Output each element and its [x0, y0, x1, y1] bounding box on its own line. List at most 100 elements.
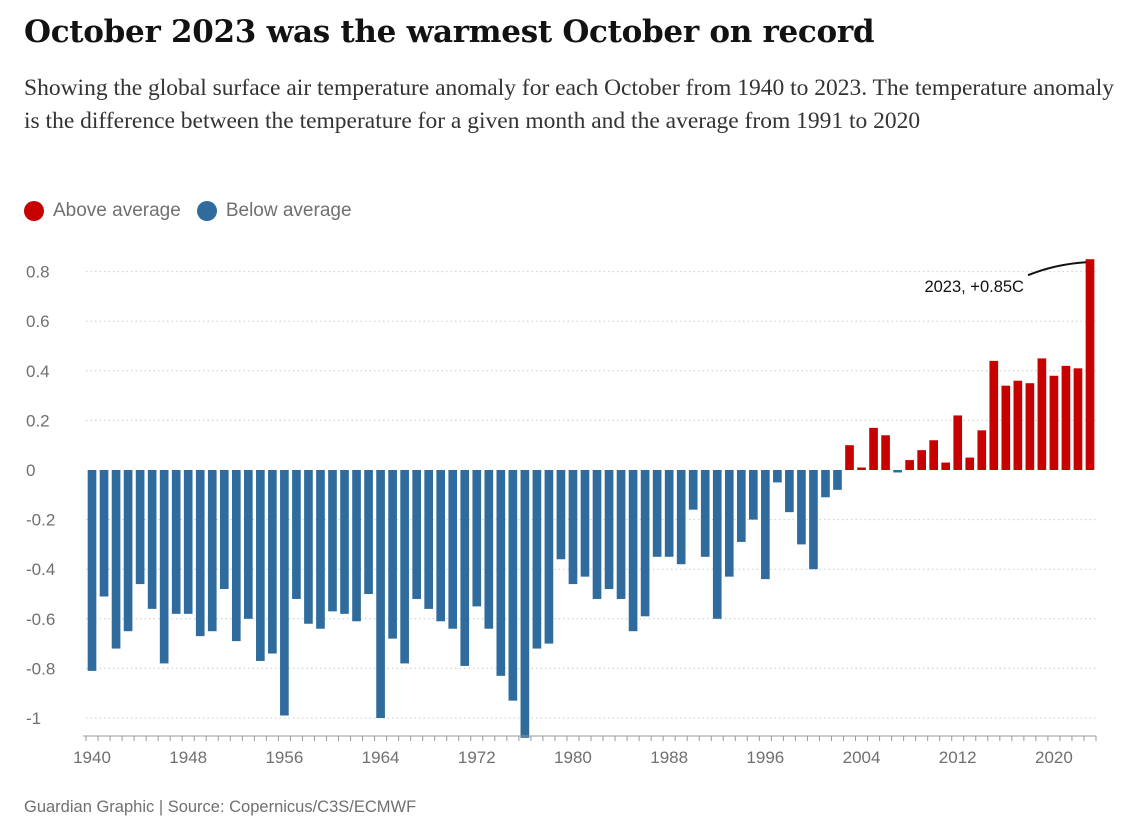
bar [616, 470, 626, 599]
bar [965, 457, 975, 470]
y-tick-label: 0.6 [26, 312, 50, 331]
annotation: 2023, +0.85C [924, 261, 1087, 296]
bar [989, 360, 999, 470]
bar [809, 470, 818, 570]
annotation-label: 2023, +0.85C [924, 278, 1024, 296]
bar [231, 470, 241, 642]
bar [1037, 358, 1047, 470]
bar [773, 470, 782, 483]
bar [821, 470, 830, 498]
bar [941, 462, 951, 470]
y-tick-label: 0.8 [26, 263, 50, 282]
bar [460, 470, 470, 666]
y-tick-label: -0.4 [26, 560, 55, 579]
bar [207, 470, 217, 632]
bar [256, 470, 265, 661]
bar [159, 470, 169, 664]
bar [580, 470, 590, 577]
bar [556, 470, 566, 560]
y-tick-label: -0.2 [26, 511, 55, 530]
bar [484, 470, 494, 629]
grid-lines [86, 271, 1096, 719]
bar [1085, 259, 1095, 470]
bar [328, 470, 337, 612]
bar [111, 470, 121, 649]
y-tick-label: 0 [26, 461, 35, 480]
bar [628, 470, 638, 632]
bar [833, 470, 842, 490]
legend-swatch-above [24, 201, 44, 221]
bar [640, 470, 650, 617]
bar [243, 470, 253, 619]
bar [785, 470, 794, 513]
chart-title: October 2023 was the warmest October on … [24, 14, 875, 50]
legend-item-above: Above average [24, 200, 181, 222]
bar [568, 470, 578, 585]
legend-item-below: Below average [196, 200, 352, 222]
bar [472, 470, 482, 607]
x-tick-label: 1940 [73, 748, 111, 767]
x-tick-label: 1996 [746, 748, 784, 767]
y-tick-label: 0.4 [26, 362, 50, 381]
bar [400, 470, 409, 664]
x-tick-label: 1988 [650, 748, 688, 767]
y-tick-label: -0.6 [26, 610, 55, 629]
bar [304, 470, 313, 624]
bar [1061, 365, 1071, 470]
x-tick-label: 2012 [939, 748, 977, 767]
bar [857, 467, 866, 470]
x-tick-label: 2004 [843, 748, 881, 767]
bar [736, 470, 746, 542]
legend-label-above: Above average [53, 200, 181, 221]
x-tick-label: 1980 [554, 748, 592, 767]
bar [219, 470, 229, 590]
bar [496, 470, 506, 676]
chart-subtitle: Showing the global surface air temperatu… [24, 75, 1114, 134]
bar [761, 470, 770, 580]
bar [797, 470, 806, 545]
bar [929, 440, 939, 470]
bar [316, 470, 325, 629]
bar [664, 470, 674, 557]
x-tick-label: 1964 [362, 748, 400, 767]
bar [412, 470, 421, 599]
bar [905, 460, 914, 470]
bar [99, 470, 109, 597]
x-axis: 1940 1948 1956 1964 1972 1980 1988 1996 2004 2012… [73, 735, 1097, 767]
annotation-leader-line [1027, 261, 1087, 277]
y-tick-label: -1 [26, 709, 41, 728]
bar [448, 470, 458, 629]
bar [147, 470, 157, 609]
y-axis: 0.8 0.6 0.4 0.2 0 -0.2 -0.4 -0.6 -0.8 -1 [26, 263, 55, 728]
bar [652, 470, 662, 557]
bar [977, 430, 987, 470]
bar [352, 470, 361, 622]
bar [1001, 385, 1011, 470]
y-tick-label: 0.2 [26, 411, 50, 430]
bar [183, 470, 193, 614]
bar [592, 470, 602, 599]
bar [424, 470, 434, 609]
x-tick-label: 2020 [1035, 748, 1073, 767]
bar [508, 470, 518, 701]
bar [1049, 375, 1059, 470]
bar [712, 470, 722, 619]
bar [280, 470, 289, 716]
bar [881, 435, 890, 470]
bar [1013, 380, 1023, 470]
bar [700, 470, 710, 557]
x-tick-label: 1948 [169, 748, 207, 767]
bar [135, 470, 145, 585]
bar [123, 470, 133, 632]
bar [869, 427, 878, 470]
bar [292, 470, 301, 599]
y-tick-label: -0.8 [26, 659, 55, 678]
bars [87, 259, 1095, 738]
bar-chart: 0.8 0.6 0.4 0.2 0 -0.2 -0.4 -0.6 -0.8 -1 1940 1948… [26, 259, 1097, 767]
x-tick-label: 1956 [265, 748, 303, 767]
bar [917, 450, 926, 470]
bar [520, 470, 530, 738]
legend: Above average Below average [24, 198, 368, 224]
bar [171, 470, 181, 614]
bar [87, 470, 97, 671]
